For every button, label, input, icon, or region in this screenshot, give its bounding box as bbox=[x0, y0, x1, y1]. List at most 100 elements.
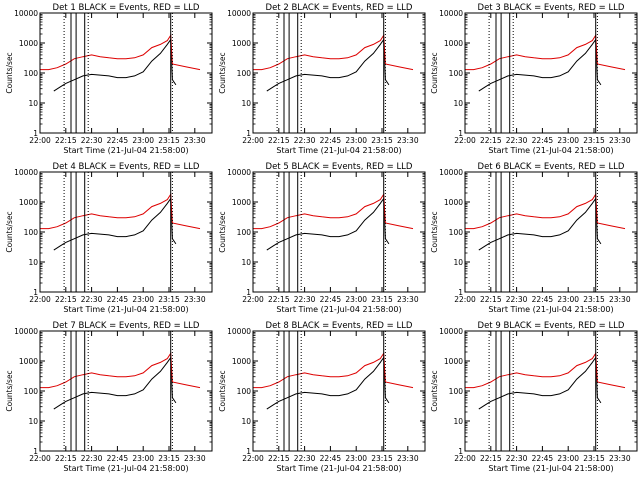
x-tick-label: 23:15 bbox=[583, 295, 605, 304]
series-line-events bbox=[266, 356, 390, 410]
y-axis-label: Counts/sec bbox=[218, 52, 227, 93]
y-axis-label: Counts/sec bbox=[430, 52, 439, 93]
panel-det-8: Det 8 BLACK = Events, RED = LLD Counts/se… bbox=[218, 321, 426, 473]
y-tick-label: 1 bbox=[33, 129, 38, 138]
x-axis-label: Start Time (21-Jul-04 21:58:00) bbox=[63, 305, 188, 314]
x-tick-label: 23:00 bbox=[132, 295, 154, 304]
plot-frame bbox=[464, 330, 638, 452]
x-tick-label: 22:30 bbox=[81, 136, 103, 145]
x-tick-label: 22:45 bbox=[320, 454, 342, 463]
x-tick-label: 22:45 bbox=[107, 136, 129, 145]
x-tick-label: 23:15 bbox=[371, 136, 393, 145]
y-tick-label: 1 bbox=[33, 288, 38, 297]
x-tick-label: 22:30 bbox=[81, 454, 103, 463]
y-tick-label: 1000 bbox=[444, 39, 463, 48]
x-tick-label: 23:30 bbox=[397, 454, 419, 463]
panel-title: Det 7 BLACK = Events, RED = LLD bbox=[53, 321, 200, 331]
panel-det-3: Det 3 BLACK = Events, RED = LLD Counts/se… bbox=[430, 3, 638, 155]
plot-frame bbox=[252, 12, 426, 134]
y-axis-label: Counts/sec bbox=[5, 211, 14, 252]
plot-frame bbox=[464, 12, 638, 134]
x-tick-label: 23:30 bbox=[397, 136, 419, 145]
panel-title: Det 9 BLACK = Events, RED = LLD bbox=[478, 321, 625, 331]
y-tick-label: 100 bbox=[449, 228, 464, 237]
panel-det-1: Det 1 BLACK = Events, RED = LLD Counts/se… bbox=[5, 3, 213, 155]
x-tick-label: 22:30 bbox=[294, 136, 316, 145]
x-tick-label: 22:45 bbox=[107, 454, 129, 463]
x-tick-label: 23:00 bbox=[345, 295, 367, 304]
plot-frame bbox=[39, 171, 213, 293]
y-axis-label: Counts/sec bbox=[5, 52, 14, 93]
y-tick-label: 1 bbox=[458, 129, 463, 138]
x-tick-label: 23:30 bbox=[609, 295, 631, 304]
x-tick-label: 22:00 bbox=[29, 454, 51, 463]
x-tick-label: 22:00 bbox=[454, 454, 476, 463]
y-tick-label: 10000 bbox=[14, 327, 38, 336]
series-line-events bbox=[478, 38, 602, 92]
y-tick-label: 10 bbox=[241, 417, 251, 426]
x-tick-label: 22:30 bbox=[506, 295, 528, 304]
y-tick-label: 1000 bbox=[232, 39, 251, 48]
y-axis-label: Counts/sec bbox=[430, 211, 439, 252]
panel-det-9: Det 9 BLACK = Events, RED = LLD Counts/se… bbox=[430, 321, 638, 473]
x-tick-label: 23:00 bbox=[345, 136, 367, 145]
y-tick-label: 100 bbox=[449, 69, 464, 78]
x-tick-label: 23:15 bbox=[371, 295, 393, 304]
y-axis-label: Counts/sec bbox=[218, 211, 227, 252]
x-tick-label: 22:15 bbox=[480, 136, 502, 145]
x-tick-label: 22:00 bbox=[454, 136, 476, 145]
panel-det-2: Det 2 BLACK = Events, RED = LLD Counts/se… bbox=[218, 3, 426, 155]
y-tick-label: 1000 bbox=[19, 198, 38, 207]
x-tick-label: 22:00 bbox=[29, 295, 51, 304]
x-tick-label: 23:00 bbox=[132, 454, 154, 463]
x-tick-label: 23:00 bbox=[345, 454, 367, 463]
x-axis-label: Start Time (21-Jul-04 21:58:00) bbox=[488, 146, 613, 155]
x-axis-label: Start Time (21-Jul-04 21:58:00) bbox=[276, 146, 401, 155]
y-tick-label: 10000 bbox=[439, 168, 463, 177]
y-axis-label: Counts/sec bbox=[218, 370, 227, 411]
x-tick-label: 22:45 bbox=[320, 136, 342, 145]
x-axis-label: Start Time (21-Jul-04 21:58:00) bbox=[63, 146, 188, 155]
plot-frame bbox=[252, 330, 426, 452]
y-tick-label: 10 bbox=[28, 258, 38, 267]
panel-title: Det 6 BLACK = Events, RED = LLD bbox=[478, 162, 625, 172]
y-tick-label: 10000 bbox=[14, 168, 38, 177]
y-tick-label: 10000 bbox=[439, 327, 463, 336]
x-tick-label: 22:15 bbox=[268, 454, 290, 463]
x-tick-label: 23:15 bbox=[158, 454, 180, 463]
x-tick-label: 22:15 bbox=[55, 136, 77, 145]
y-tick-label: 1 bbox=[246, 288, 251, 297]
plot-frame bbox=[252, 171, 426, 293]
plot-frame bbox=[464, 171, 638, 293]
x-axis-label: Start Time (21-Jul-04 21:58:00) bbox=[63, 464, 188, 473]
series-line-events bbox=[266, 38, 390, 92]
x-tick-label: 22:45 bbox=[320, 295, 342, 304]
x-tick-label: 22:45 bbox=[532, 136, 554, 145]
y-tick-label: 1000 bbox=[19, 39, 38, 48]
y-tick-label: 10000 bbox=[227, 327, 251, 336]
x-axis-label: Start Time (21-Jul-04 21:58:00) bbox=[488, 464, 613, 473]
series-line-lld bbox=[253, 351, 414, 389]
y-tick-label: 1000 bbox=[19, 357, 38, 366]
x-tick-label: 22:15 bbox=[55, 295, 77, 304]
x-tick-label: 23:30 bbox=[609, 136, 631, 145]
x-tick-label: 22:00 bbox=[242, 136, 264, 145]
x-tick-label: 22:30 bbox=[294, 295, 316, 304]
y-tick-label: 100 bbox=[449, 387, 464, 396]
x-axis-label: Start Time (21-Jul-04 21:58:00) bbox=[276, 305, 401, 314]
x-tick-label: 22:30 bbox=[506, 136, 528, 145]
y-tick-label: 10 bbox=[241, 99, 251, 108]
x-tick-label: 23:15 bbox=[371, 454, 393, 463]
series-line-lld bbox=[253, 33, 414, 71]
y-tick-label: 1 bbox=[458, 447, 463, 456]
y-tick-label: 100 bbox=[24, 387, 39, 396]
x-tick-label: 22:45 bbox=[532, 454, 554, 463]
panel-title: Det 2 BLACK = Events, RED = LLD bbox=[266, 3, 413, 13]
y-tick-label: 10000 bbox=[227, 168, 251, 177]
panel-det-4: Det 4 BLACK = Events, RED = LLD Counts/se… bbox=[5, 162, 213, 314]
series-line-lld bbox=[40, 351, 201, 389]
y-tick-label: 10 bbox=[28, 99, 38, 108]
y-tick-label: 10000 bbox=[14, 9, 38, 18]
x-tick-label: 23:30 bbox=[397, 295, 419, 304]
y-tick-label: 1 bbox=[458, 288, 463, 297]
